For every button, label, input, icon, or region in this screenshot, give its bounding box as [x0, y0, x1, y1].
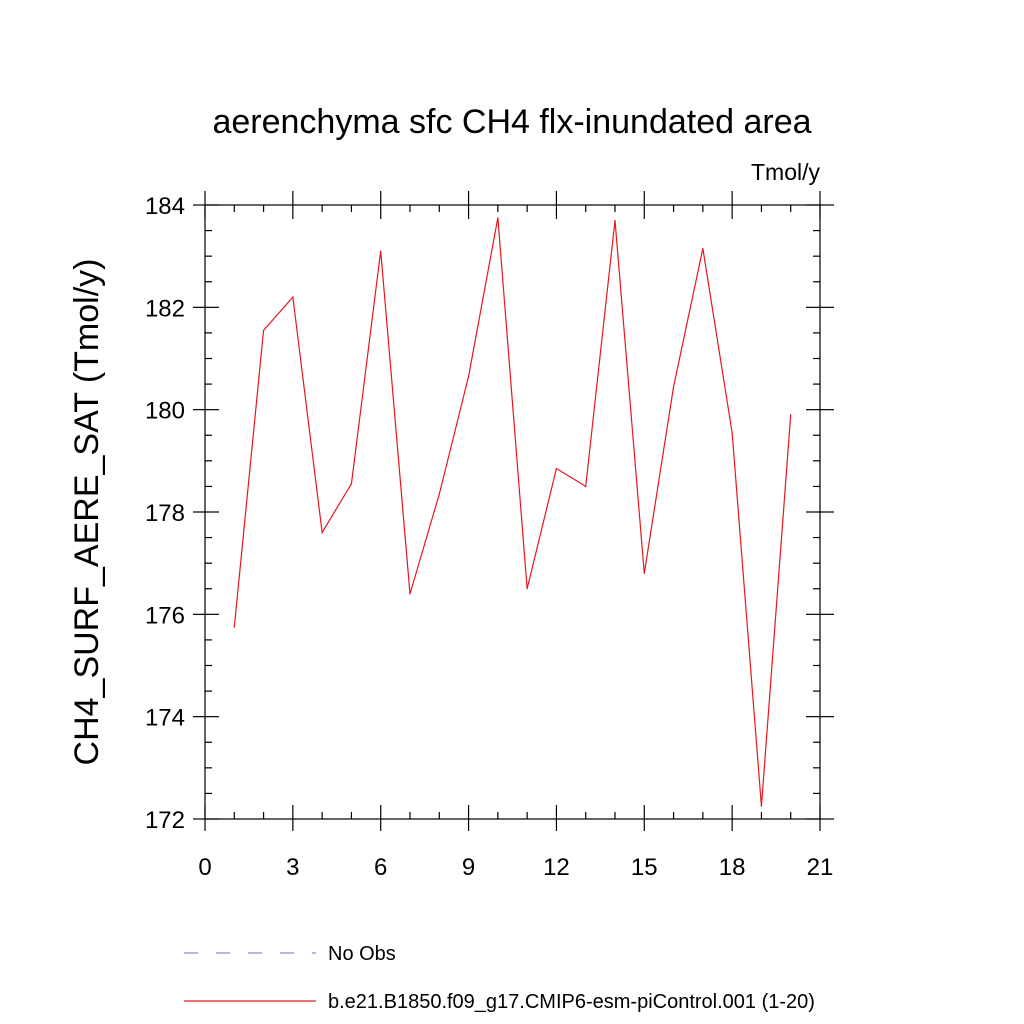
legend-label: No Obs — [328, 943, 396, 965]
data-point — [731, 432, 733, 434]
axes-group: 0 3 6 9 12 15 18 21 172 174 176 178 180 182 184 — [145, 191, 834, 881]
x-tick-label: 15 — [631, 854, 658, 881]
data-point — [438, 493, 440, 495]
data-point — [760, 805, 763, 807]
data-point — [643, 572, 645, 575]
y-axis-label: CH4_SURF_AERE_SAT (Tmol/y) — [68, 259, 106, 766]
series-line — [233, 217, 792, 807]
y-tick-label: 184 — [145, 193, 185, 220]
series-group — [233, 217, 792, 807]
data-point — [497, 217, 499, 219]
data-point — [672, 386, 675, 388]
y-tick-label: 172 — [145, 807, 185, 834]
data-point — [233, 626, 235, 628]
data-point — [380, 250, 382, 252]
data-point — [409, 593, 411, 595]
data-point — [555, 467, 558, 470]
plot-frame — [204, 204, 821, 820]
x-tick-label: 6 — [374, 854, 387, 881]
data-point — [526, 588, 528, 590]
x-tick-label: 0 — [198, 854, 211, 881]
x-tick-label: 12 — [543, 854, 570, 881]
y-tick-label: 176 — [145, 602, 185, 629]
data-point — [292, 296, 294, 298]
data-point — [702, 247, 704, 250]
y-tick-label: 182 — [145, 295, 185, 322]
data-point — [585, 485, 587, 488]
y-tick-label: 180 — [145, 398, 185, 425]
data-point — [350, 483, 353, 485]
data-point — [262, 329, 265, 331]
x-tick-label: 9 — [462, 854, 475, 881]
units-label: Tmol/y — [751, 159, 821, 185]
y-tick-label: 178 — [145, 500, 185, 527]
x-tick-label: 21 — [807, 854, 834, 881]
chart-title: aerenchyma sfc CH4 flx-inundated area — [212, 103, 811, 141]
data-point — [614, 219, 616, 221]
legend-label: b.e21.B1850.f09_g17.CMIP6-esm-piControl.… — [328, 991, 815, 1013]
legend: No Obs b.e21.B1850.f09_g17.CMIP6-esm-piCo… — [184, 943, 815, 1013]
data-point — [467, 375, 470, 378]
data-point — [790, 414, 792, 416]
x-tick-label: 18 — [719, 854, 746, 881]
x-tick-label: 3 — [286, 854, 299, 881]
data-point — [321, 531, 323, 534]
y-tick-label: 174 — [145, 705, 185, 732]
